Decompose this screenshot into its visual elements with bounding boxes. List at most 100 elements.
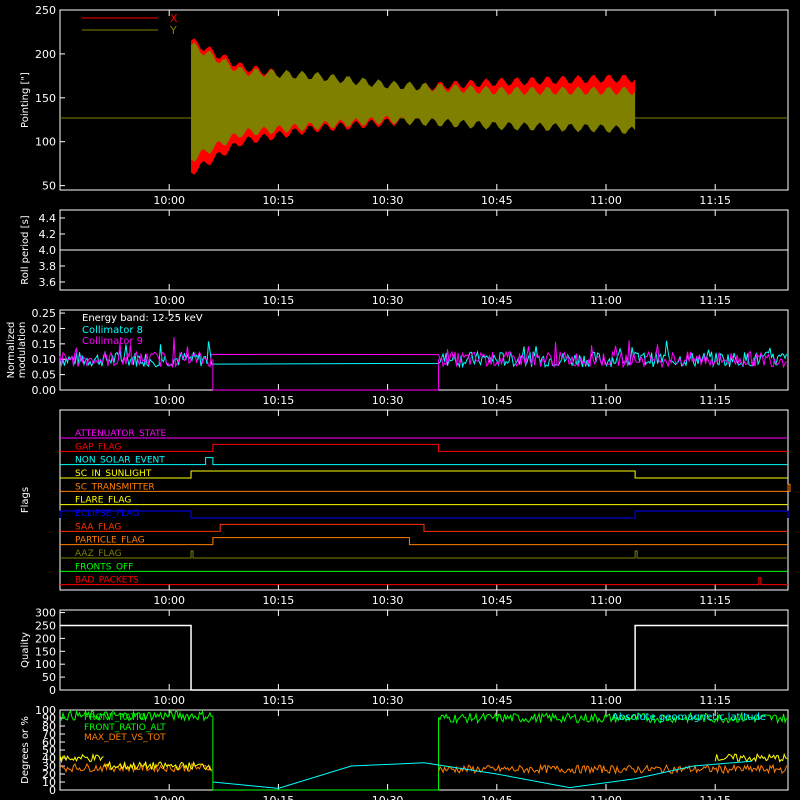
y-tick-label: 20 — [42, 768, 56, 781]
y-tick-label: 3.6 — [39, 276, 57, 289]
y-tick-label: 30 — [42, 760, 56, 773]
flag-line — [60, 537, 788, 546]
flag-label: AAZ_FLAG — [75, 549, 122, 559]
flag-label: SC_IN_SUNLIGHT — [75, 469, 152, 479]
panel-frame — [59, 409, 789, 591]
x-tick-label: 10:00 — [153, 194, 185, 207]
panel-frame — [59, 9, 789, 191]
flag-line — [60, 523, 788, 532]
y-axis-label: Degrees or % — [20, 716, 31, 784]
x-tick-label: 10:30 — [372, 694, 404, 707]
x-tick-label: 10:15 — [263, 794, 295, 800]
x-tick-label: 10:45 — [481, 794, 513, 800]
y-tick-label: 250 — [35, 4, 56, 17]
flag-label: PARTICLE_FLAG — [75, 536, 145, 546]
y-tick-label: 150 — [35, 645, 56, 658]
y-tick-label: 200 — [35, 48, 56, 61]
x-tick-label: 10:00 — [153, 694, 185, 707]
y-tick-label: 50 — [42, 671, 56, 684]
x-tick-label: 11:00 — [590, 294, 622, 307]
x-tick-label: 11:15 — [699, 294, 731, 307]
modulation-collimator-8-line — [59, 340, 788, 369]
x-tick-label: 11:15 — [699, 394, 731, 407]
x-tick-label: 10:30 — [372, 594, 404, 607]
y-axis-label: Pointing ["] — [20, 72, 31, 128]
x-tick-label: 10:45 — [481, 194, 513, 207]
pointing-y-envelope — [191, 42, 636, 162]
y-tick-label: 4.2 — [39, 228, 57, 241]
x-tick-label: 10:00 — [153, 294, 185, 307]
legend-label: Collimator 8 — [82, 325, 143, 336]
y-tick-label: 0.05 — [32, 369, 57, 382]
y-tick-label: 200 — [35, 632, 56, 645]
y-tick-label: 90 — [42, 712, 56, 725]
flag-line — [60, 483, 791, 492]
x-tick-label: 10:45 — [481, 394, 513, 407]
flag-label: ECLIPSE_FLAG — [75, 509, 139, 519]
x-tick-label: 10:45 — [481, 294, 513, 307]
x-tick-label: 10:45 — [481, 594, 513, 607]
y-tick-label: 0.00 — [32, 384, 57, 397]
flag-label: NON_SOLAR_EVENT — [75, 456, 165, 466]
legend-label: FRONT_RATIO_ALT — [84, 723, 166, 733]
legend-label: X — [170, 12, 178, 25]
x-tick-label: 10:15 — [263, 594, 295, 607]
x-tick-label: 11:00 — [590, 794, 622, 800]
y-tick-label: 0.25 — [32, 307, 57, 320]
y-tick-label: 10 — [42, 776, 56, 789]
flag-line — [60, 443, 788, 452]
modulation-collimator-9-line — [59, 337, 787, 369]
degrees-series-line — [212, 760, 752, 789]
flag-line — [60, 457, 788, 466]
flag-label: GAP_FLAG — [75, 442, 121, 452]
y-tick-label: 300 — [35, 607, 56, 620]
flag-line — [60, 577, 788, 586]
y-tick-label: 100 — [35, 704, 56, 717]
energy-band-annotation: Energy band: 12-25 keV — [82, 313, 203, 324]
x-tick-label: 10:00 — [153, 594, 185, 607]
x-tick-label: 10:15 — [263, 294, 295, 307]
y-tick-label: 4.0 — [39, 244, 57, 257]
x-tick-label: 11:15 — [699, 594, 731, 607]
x-tick-label: 10:15 — [263, 394, 295, 407]
flag-label: SAA_FLAG — [75, 522, 121, 532]
y-tick-label: 80 — [42, 720, 56, 733]
y-tick-label: 0.15 — [32, 338, 57, 351]
y-tick-label: 4.4 — [39, 212, 57, 225]
x-tick-label: 11:00 — [590, 394, 622, 407]
y-tick-label: 3.8 — [39, 260, 57, 273]
y-tick-label: 0.10 — [32, 353, 57, 366]
quality-line — [60, 624, 788, 691]
y-tick-label: 50 — [42, 180, 56, 193]
geomagnetic-latitude-annotation: Absolute geomagnetic latitude — [612, 712, 766, 723]
y-tick-label: 60 — [42, 736, 56, 749]
x-tick-label: 10:30 — [372, 294, 404, 307]
x-tick-label: 11:00 — [590, 594, 622, 607]
y-tick-label: 40 — [42, 752, 56, 765]
y-tick-label: 70 — [42, 728, 56, 741]
x-tick-label: 10:00 — [153, 394, 185, 407]
flag-label: BAD_PACKETS — [75, 576, 139, 586]
flag-line — [60, 470, 788, 479]
y-tick-label: 100 — [35, 136, 56, 149]
x-tick-label: 11:15 — [699, 194, 731, 207]
x-tick-label: 10:00 — [153, 794, 185, 800]
legend-label: Collimator 9 — [82, 336, 143, 347]
x-tick-label: 10:15 — [263, 694, 295, 707]
flag-line — [60, 550, 788, 559]
y-tick-label: 250 — [35, 619, 56, 632]
x-tick-label: 10:15 — [263, 194, 295, 207]
y-tick-label: 150 — [35, 92, 56, 105]
flag-label: FLARE_FLAG — [75, 496, 131, 506]
x-tick-label: 11:15 — [699, 694, 731, 707]
y-axis-label: Quality — [20, 632, 31, 668]
x-tick-label: 11:00 — [590, 694, 622, 707]
y-tick-label: 50 — [42, 744, 56, 757]
flag-label: SC_TRANSMITTER — [75, 482, 155, 492]
x-tick-label: 10:30 — [372, 394, 404, 407]
x-tick-label: 11:15 — [699, 794, 731, 800]
y-tick-label: 0.20 — [32, 322, 57, 335]
x-tick-label: 10:45 — [481, 694, 513, 707]
